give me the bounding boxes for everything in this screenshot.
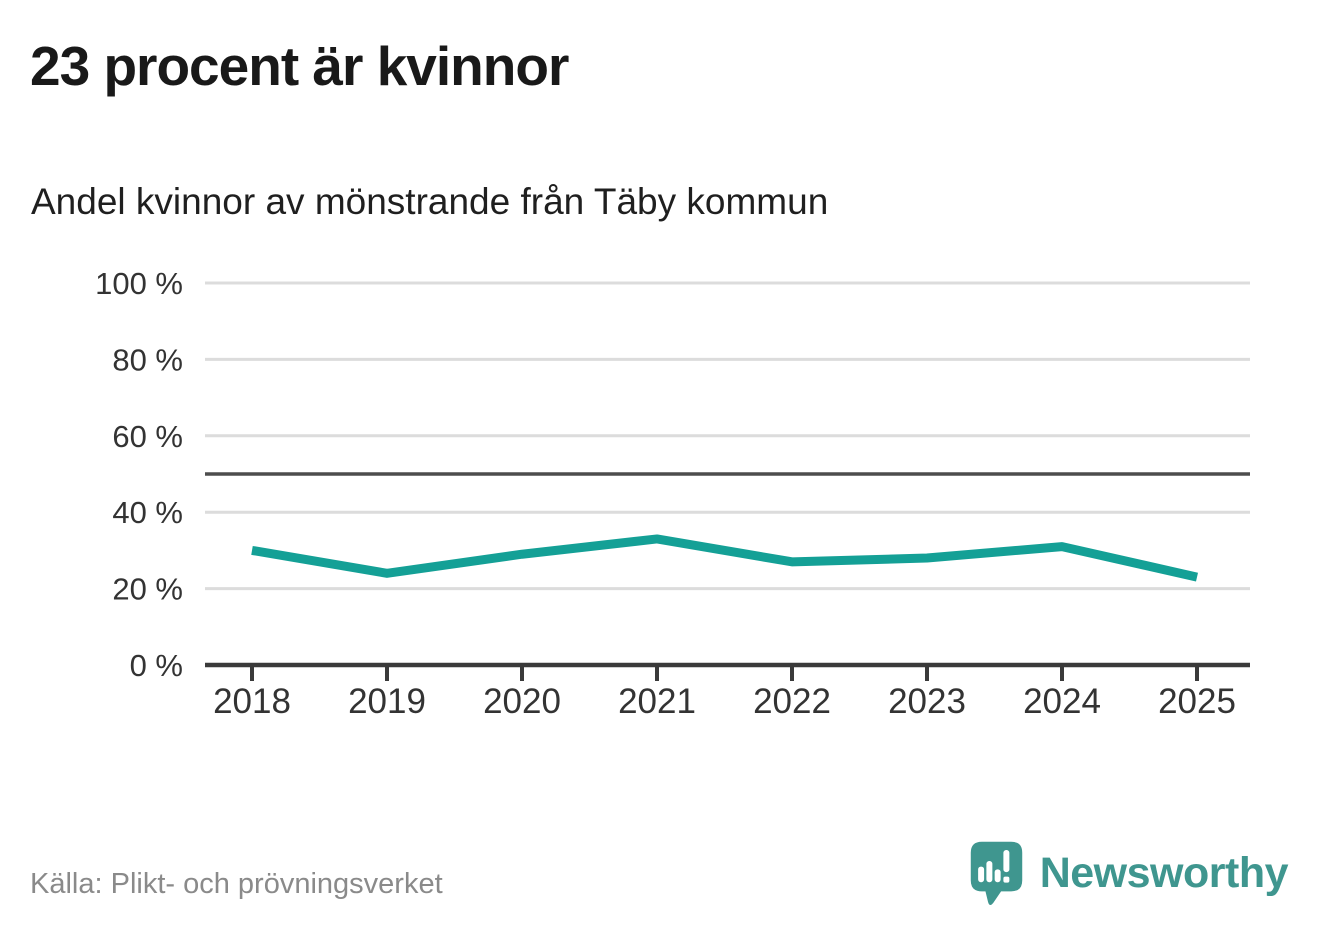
y-tick-label: 40 % bbox=[112, 495, 183, 530]
x-tick-label: 2024 bbox=[1023, 682, 1101, 721]
y-tick-label: 80 % bbox=[112, 342, 183, 377]
y-tick-label: 60 % bbox=[112, 419, 183, 454]
source-note: Källa: Plikt- och prövningsverket bbox=[30, 868, 443, 900]
x-tick-label: 2021 bbox=[618, 682, 696, 721]
y-tick-label: 0 % bbox=[130, 648, 183, 683]
x-tick-label: 2025 bbox=[1158, 682, 1236, 721]
chart-title: 23 procent är kvinnor bbox=[30, 35, 569, 97]
y-tick-label: 100 % bbox=[95, 266, 183, 301]
newsworthy-logo: Newsworthy bbox=[968, 839, 1289, 907]
x-tick-label: 2022 bbox=[753, 682, 831, 721]
data-line bbox=[251, 534, 1198, 582]
line-chart: 0 % 20 % 40 % 60 % 80 % 100 % 2018 2019 2020 2021… bbox=[95, 266, 1250, 721]
newsworthy-wordmark: Newsworthy bbox=[1039, 848, 1289, 897]
newsworthy-logo-icon bbox=[970, 841, 1022, 905]
x-tick-label: 2019 bbox=[348, 682, 426, 721]
x-tick-label: 2023 bbox=[888, 682, 966, 721]
chart-subtitle: Andel kvinnor av mönstrande från Täby ko… bbox=[31, 181, 829, 222]
x-tick-label: 2018 bbox=[213, 682, 291, 721]
x-tick-label: 2020 bbox=[483, 682, 561, 721]
y-tick-label: 20 % bbox=[112, 572, 183, 607]
